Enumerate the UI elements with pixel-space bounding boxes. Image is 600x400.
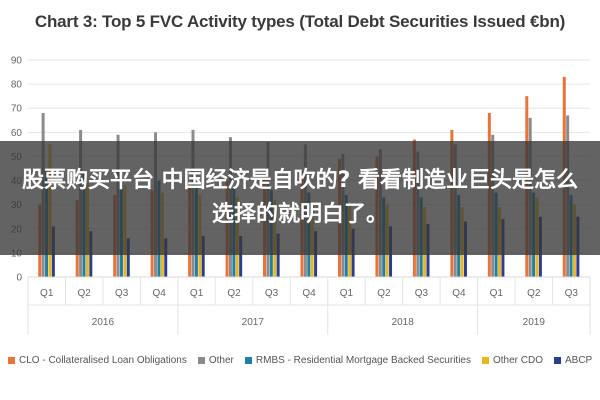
- y-tick-label: 0: [16, 273, 22, 284]
- x-tick-label: Q2: [527, 288, 541, 299]
- legend-item: RMBS - Residential Mortgage Backed Secur…: [244, 354, 471, 366]
- x-year-label: 2016: [92, 317, 115, 328]
- x-year-label: 2019: [523, 317, 546, 328]
- legend-label: ABCP: [565, 354, 593, 366]
- bar-4-6: [276, 233, 280, 277]
- y-tick-label: 70: [11, 104, 23, 115]
- x-tick-label: Q4: [302, 288, 316, 299]
- x-tick-label: Q1: [40, 288, 54, 299]
- promo-overlay-banner: 股票购买平台 中国经济是自吹的? 看看制造业巨头是怎么选择的就明白了。: [0, 141, 600, 255]
- legend-item: Other CDO: [481, 354, 543, 366]
- x-year-label: 2018: [392, 317, 415, 328]
- legend-label: CLO - Collateralised Loan Obligations: [19, 354, 187, 366]
- x-tick-label: Q1: [490, 288, 504, 299]
- x-tick-label: Q2: [227, 288, 241, 299]
- x-tick-label: Q1: [190, 288, 204, 299]
- legend-label: RMBS - Residential Mortgage Backed Secur…: [255, 354, 471, 366]
- x-tick-label: Q1: [340, 288, 354, 299]
- y-tick-label: 60: [11, 128, 23, 139]
- promo-overlay-text: 股票购买平台 中国经济是自吹的? 看看制造业巨头是怎么选择的就明白了。: [21, 168, 579, 227]
- y-tick-label: 90: [11, 56, 23, 67]
- x-tick-label: Q3: [415, 288, 429, 299]
- x-tick-label: Q3: [565, 288, 579, 299]
- chart-legend: CLO - Collateralised Loan Obligations Oth…: [8, 350, 598, 370]
- x-tick-label: Q2: [377, 288, 391, 299]
- legend-swatch: [197, 356, 205, 364]
- x-year-label: 2017: [242, 317, 265, 328]
- legend-item: CLO - Collateralised Loan Obligations: [8, 355, 187, 366]
- legend-label: Other CDO: [492, 354, 543, 366]
- bar-4-3: [164, 238, 168, 277]
- bar-4-4: [201, 236, 205, 277]
- legend-swatch: [554, 356, 561, 364]
- x-tick-label: Q3: [265, 288, 279, 299]
- x-tick-label: Q2: [78, 288, 92, 299]
- bar-4-5: [239, 236, 243, 277]
- legend-swatch: [244, 356, 252, 364]
- x-tick-label: Q3: [115, 288, 129, 299]
- bar-4-2: [126, 238, 130, 277]
- legend-swatch: [8, 356, 15, 364]
- x-tick-label: Q4: [152, 288, 166, 299]
- legend-swatch: [481, 356, 489, 364]
- x-axis: Q1 Q2 Q3 Q4 Q1 Q2 Q3 Q4 Q1 Q2 Q3 Q4 Q1 Q2 Q3 2016 2017 20…: [27, 276, 591, 335]
- legend-item: ABCP: [554, 355, 592, 366]
- chart-title: Chart 3: Top 5 FVC Activity types (Total…: [34, 12, 566, 31]
- y-tick-label: 80: [11, 80, 23, 91]
- x-tick-label: Q4: [452, 288, 466, 299]
- legend-label: Other: [208, 354, 234, 366]
- legend-item: Other: [197, 354, 234, 366]
